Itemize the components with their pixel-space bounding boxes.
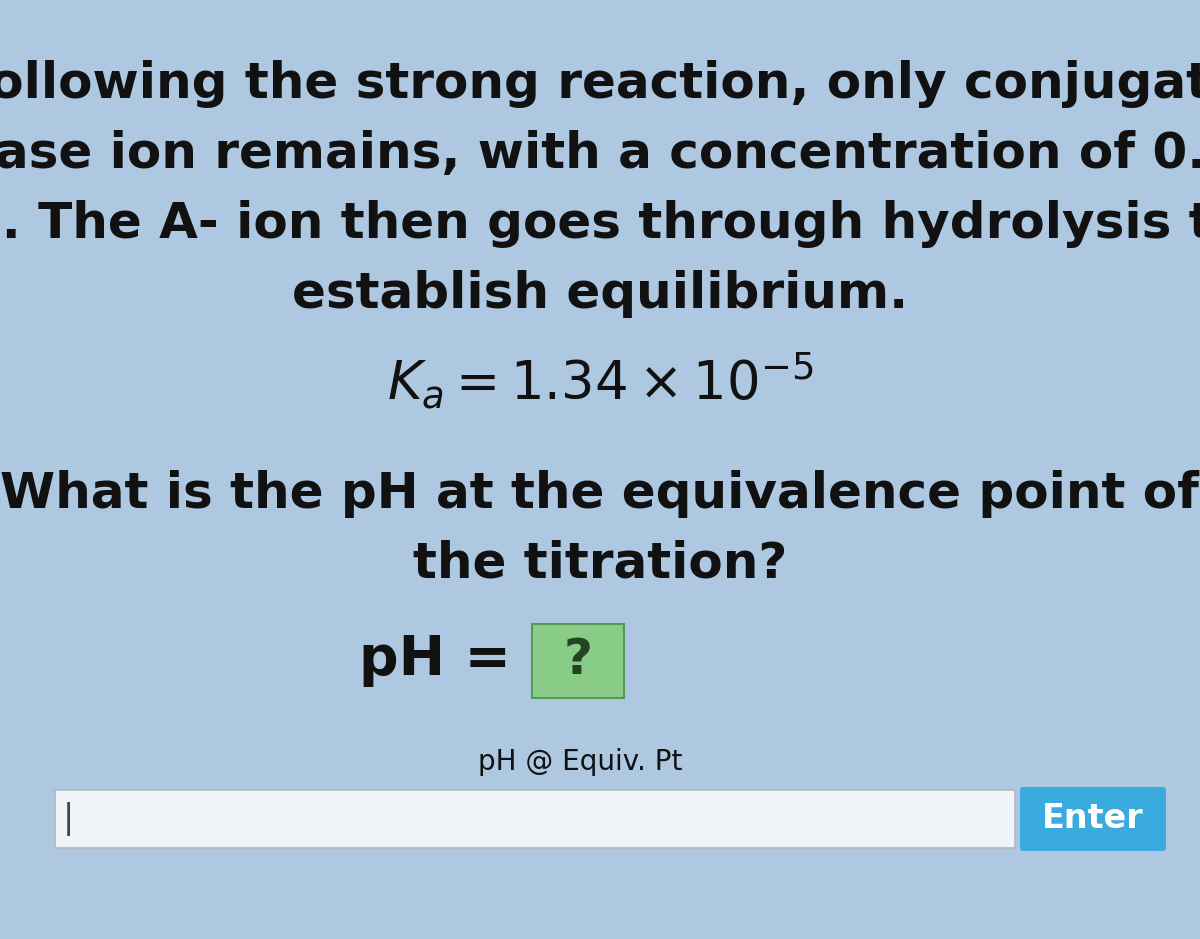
Text: Enter: Enter [1042,803,1144,836]
Text: base ion remains, with a concentration of 0.4: base ion remains, with a concentration o… [0,130,1200,178]
Text: establish equilibrium.: establish equilibrium. [292,270,908,318]
Text: ?: ? [564,636,593,684]
Text: pH =: pH = [359,633,530,687]
Text: What is the pH at the equivalence point of: What is the pH at the equivalence point … [0,470,1200,518]
Text: the titration?: the titration? [413,540,787,588]
Text: pH @ Equiv. Pt: pH @ Equiv. Pt [478,748,682,776]
Text: $K_a = 1.34 \times 10^{-5}$: $K_a = 1.34 \times 10^{-5}$ [386,350,814,410]
Text: |: | [64,802,74,836]
FancyBboxPatch shape [532,624,624,698]
FancyBboxPatch shape [55,790,1015,848]
Text: Following the strong reaction, only conjugate: Following the strong reaction, only conj… [0,60,1200,108]
FancyBboxPatch shape [1020,787,1166,851]
Text: M. The A- ion then goes through hydrolysis to: M. The A- ion then goes through hydrolys… [0,200,1200,248]
